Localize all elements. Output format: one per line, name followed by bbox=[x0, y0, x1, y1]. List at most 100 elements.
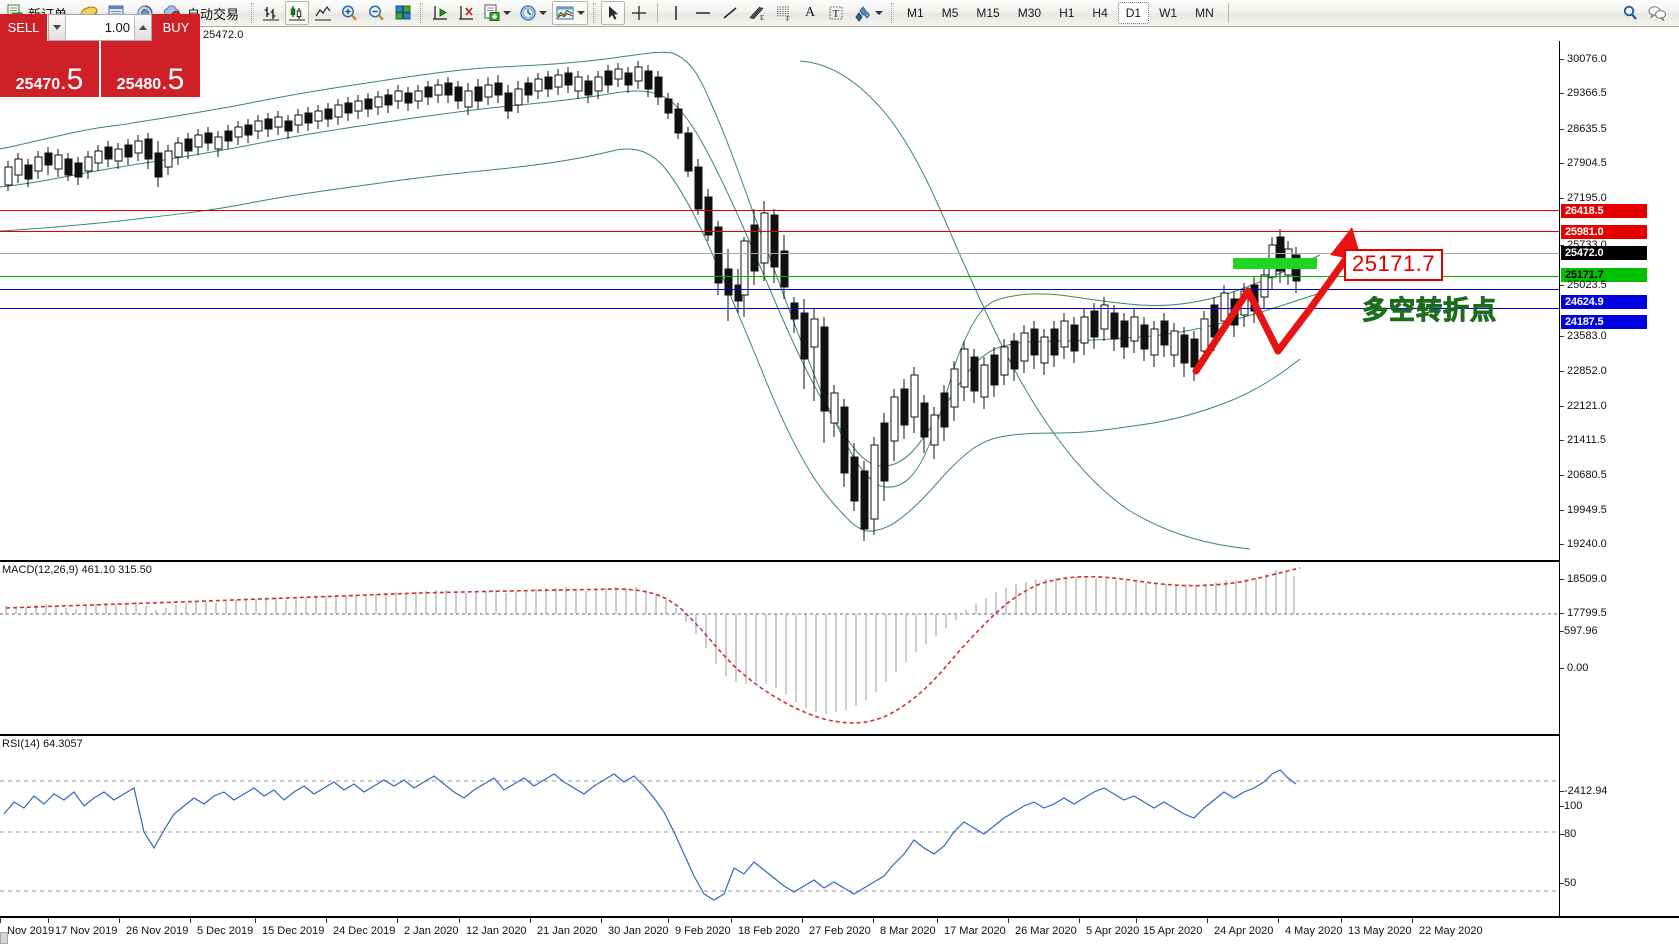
buy-price-decimal: 5 bbox=[167, 63, 185, 97]
axis-tick: 28635.5 bbox=[1560, 123, 1607, 135]
candlestick-chart-icon-button[interactable] bbox=[285, 1, 310, 25]
rsi-axis-tick: 50 bbox=[1560, 877, 1576, 889]
axis-tick: 27904.5 bbox=[1560, 157, 1607, 169]
chinese-annotation-text: 多空转折点 bbox=[1361, 296, 1498, 327]
price-level-pill[interactable]: 24187.5 bbox=[1561, 315, 1647, 329]
shapes-icon-button[interactable] bbox=[850, 1, 886, 25]
buy-price-button[interactable]: 25480 . 5 bbox=[101, 41, 200, 97]
new-template-icon-button[interactable] bbox=[480, 1, 514, 25]
indicators-list-icon-button[interactable] bbox=[552, 1, 589, 25]
axis-tick: 25023.5 bbox=[1560, 279, 1607, 291]
timeframe-h1[interactable]: H1 bbox=[1059, 6, 1075, 20]
new-template-chevron-down-icon[interactable] bbox=[503, 11, 512, 15]
price-level-pill[interactable]: 25981.0 bbox=[1561, 225, 1647, 239]
time-label: 26 Mar 2020 bbox=[1008, 918, 1077, 937]
crosshair-icon-button[interactable] bbox=[627, 1, 651, 25]
time-label: 4 May 2020 bbox=[1277, 918, 1343, 937]
axis-tick: 27195.0 bbox=[1560, 192, 1607, 204]
auto-scroll-icon-button[interactable] bbox=[454, 1, 478, 25]
one-click-trading-panel[interactable]: SELL 1.00 BUY 25470 . 5 25480 . 5 bbox=[0, 14, 200, 97]
time-label: 24 Apr 2020 bbox=[1206, 918, 1274, 937]
axis-tick: 30076.0 bbox=[1560, 53, 1607, 65]
volume-input[interactable]: 1.00 bbox=[104, 20, 130, 35]
timeframe-m15[interactable]: M15 bbox=[976, 6, 1000, 20]
pane-axis-border bbox=[1559, 41, 1560, 916]
time-label: 24 Dec 2019 bbox=[325, 918, 396, 937]
toolbar-separator-3 bbox=[593, 3, 597, 23]
time-label: 17 Nov 2019 bbox=[47, 918, 118, 937]
time-label: Nov 2019 bbox=[0, 918, 55, 937]
level-line-25981 bbox=[0, 231, 1560, 232]
macd-pane[interactable]: MACD(12,26,9) 461.10 315.50 bbox=[0, 560, 1560, 732]
green-highlight-bar bbox=[1233, 258, 1317, 269]
timeframe-mn[interactable]: MN bbox=[1195, 6, 1214, 20]
volume-stepper[interactable]: 1.00 bbox=[48, 14, 152, 41]
bar-chart-icon-button[interactable] bbox=[259, 1, 283, 25]
time-label: 15 Dec 2019 bbox=[254, 918, 325, 937]
period-chevron-down-icon[interactable] bbox=[539, 11, 548, 15]
text-icon-button[interactable]: A bbox=[804, 5, 816, 20]
zoom-out-icon-button[interactable] bbox=[364, 1, 389, 25]
axis-tick: 18509.0 bbox=[1560, 573, 1607, 585]
cursor-icon-button[interactable] bbox=[601, 1, 626, 25]
last-price-pill[interactable]: 25472.0 bbox=[1561, 246, 1647, 260]
line-chart-icon-button[interactable] bbox=[311, 1, 335, 25]
toolbar-right-group bbox=[1617, 1, 1679, 25]
chat-icon-button[interactable] bbox=[1644, 1, 1670, 25]
price-axis[interactable]: 30076.0 29366.5 28635.5 27904.5 27195.0 … bbox=[1560, 41, 1679, 947]
equidistant-channel-icon-button[interactable]: E bbox=[744, 1, 770, 25]
time-label: 30 Jan 2020 bbox=[601, 918, 669, 937]
period-icon-button[interactable] bbox=[516, 1, 550, 25]
time-axis[interactable]: Nov 2019 17 Nov 2019 26 Nov 2019 5 Dec 2… bbox=[0, 916, 1679, 947]
shift-end-icon-button[interactable] bbox=[428, 1, 452, 25]
sell-price-button[interactable]: 25470 . 5 bbox=[0, 41, 101, 97]
level-line-25171 bbox=[0, 276, 1560, 277]
price-pane[interactable] bbox=[0, 41, 1560, 559]
sell-price-decimal: 5 bbox=[66, 63, 84, 97]
level-line-24624 bbox=[0, 289, 1560, 290]
search-icon-button[interactable] bbox=[1618, 1, 1642, 25]
axis-tick: 19240.0 bbox=[1560, 538, 1607, 550]
time-label: 9 Feb 2020 bbox=[668, 918, 731, 937]
zoom-in-icon-button[interactable] bbox=[337, 1, 362, 25]
order-panel-top-row: SELL 1.00 BUY bbox=[0, 14, 200, 41]
text-label-icon-button[interactable]: T bbox=[824, 1, 848, 25]
chevron-up-icon bbox=[139, 25, 147, 30]
timeframe-d1[interactable]: D1 bbox=[1117, 2, 1150, 24]
price-level-pill[interactable]: 26418.5 bbox=[1561, 204, 1647, 218]
toolbar-separator-1 bbox=[251, 3, 255, 23]
svg-text:F: F bbox=[786, 15, 790, 22]
fibonacci-icon-button[interactable]: F bbox=[772, 1, 796, 25]
rsi-pane[interactable]: RSI(14) 64.3057 bbox=[0, 734, 1560, 916]
volume-increase-button[interactable] bbox=[134, 15, 151, 40]
sell-button[interactable]: SELL bbox=[0, 14, 48, 41]
price-level-pill[interactable]: 25171.7 bbox=[1561, 268, 1647, 282]
timeframe-w1[interactable]: W1 bbox=[1159, 6, 1178, 20]
price-level-pill[interactable]: 24624.9 bbox=[1561, 295, 1647, 309]
volume-decrease-button[interactable] bbox=[49, 15, 66, 40]
horizontal-line-icon-button[interactable] bbox=[690, 1, 716, 25]
tile-windows-icon-button[interactable] bbox=[391, 1, 415, 25]
autotrade-button[interactable]: 自动交易 bbox=[160, 1, 246, 25]
timeframe-m1[interactable]: M1 bbox=[907, 6, 924, 20]
vertical-line-icon-button[interactable] bbox=[664, 1, 688, 25]
buy-price-integer: 25480 bbox=[116, 76, 162, 93]
rsi-axis-tick: 80 bbox=[1560, 828, 1576, 840]
time-label: 8 Mar 2020 bbox=[873, 918, 936, 937]
timeframe-h4[interactable]: H4 bbox=[1092, 6, 1108, 20]
buy-button[interactable]: BUY bbox=[152, 14, 200, 41]
chart-canvas-area[interactable]: DJ30-,Daily 25334.0 25478.0 25003.0 2547… bbox=[0, 27, 1679, 947]
level-line-25472 bbox=[0, 253, 1560, 254]
time-label: 13 May 2020 bbox=[1341, 918, 1412, 937]
time-label: 12 Jan 2020 bbox=[459, 918, 527, 937]
timeframe-m5[interactable]: M5 bbox=[941, 6, 959, 20]
shapes-chevron-down-icon[interactable] bbox=[875, 11, 884, 15]
rsi-axis-tick: 100 bbox=[1560, 800, 1582, 812]
axis-tick: 21411.5 bbox=[1560, 434, 1606, 446]
timeframe-m30[interactable]: M30 bbox=[1017, 6, 1042, 20]
time-label: 27 Feb 2020 bbox=[802, 918, 871, 937]
horizontal-scrollbar-thumb[interactable] bbox=[0, 932, 8, 944]
indicators-chevron-down-icon[interactable] bbox=[577, 11, 586, 15]
trendline-icon-button[interactable] bbox=[718, 1, 742, 25]
